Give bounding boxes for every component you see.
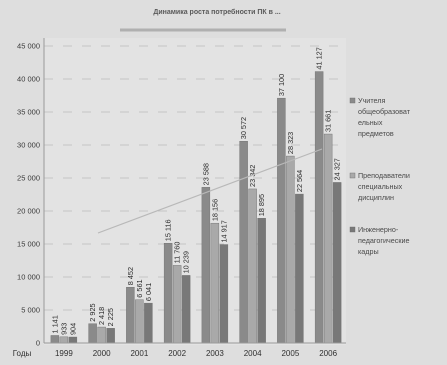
y-tick-label: 15 000 [17, 240, 40, 249]
y-tick-label: 20 000 [17, 207, 40, 216]
x-tick-label: 2000 [93, 349, 111, 358]
data-label: 11 760 [173, 242, 182, 264]
trend-line [97, 148, 323, 234]
y-tick-label: 25 000 [17, 174, 40, 183]
data-label: 31 661 [324, 110, 333, 132]
bar [314, 71, 324, 344]
legend-label: предметов [358, 129, 394, 138]
bar [239, 141, 248, 344]
x-tick-label: 1999 [55, 349, 73, 358]
data-label: 37 100 [277, 74, 286, 96]
x-tick-label: 2002 [168, 349, 186, 358]
data-label: 2 925 [88, 303, 97, 321]
bar [50, 335, 60, 344]
bar [135, 299, 144, 344]
data-label: 23 588 [201, 163, 210, 185]
chart-title: Динамика роста потребности ПК в ... [153, 8, 280, 16]
bar [323, 133, 333, 344]
bar [277, 97, 286, 344]
data-label: 904 [68, 323, 77, 335]
legend-swatch [349, 226, 356, 233]
bar [88, 323, 97, 344]
legend-label: кадры [358, 247, 379, 256]
legend-label: общеобразоват [358, 107, 411, 116]
legend-swatch [349, 97, 356, 104]
x-tick-label: 2004 [244, 349, 262, 358]
bar [144, 302, 153, 344]
bar [286, 155, 295, 344]
bar [126, 287, 135, 344]
x-tick-label: 2001 [130, 349, 148, 358]
legend-label: Преподаватели [358, 171, 410, 180]
data-label: 10 239 [182, 251, 191, 273]
y-tick-label: 5 000 [21, 306, 40, 315]
bar [106, 328, 115, 344]
data-label: 6 041 [144, 283, 153, 301]
bar [68, 336, 78, 344]
data-label: 41 127 [315, 47, 324, 69]
data-label: 22 564 [295, 170, 304, 192]
legend-label: Инженерно- [358, 225, 399, 234]
bar [295, 193, 304, 344]
bar [248, 188, 257, 344]
data-label: 15 116 [164, 219, 173, 241]
y-tick-label: 40 000 [17, 75, 40, 84]
bar [59, 336, 69, 344]
bar [163, 243, 173, 344]
data-label: 14 917 [219, 220, 228, 242]
data-label: 18 156 [210, 199, 219, 221]
legend: Учителя общеобразоват ельных предметов Препо… [349, 96, 411, 256]
bar [257, 218, 266, 344]
legend-swatch [349, 172, 356, 179]
y-tick-label: 45 000 [17, 42, 40, 51]
data-label: 23 342 [248, 165, 257, 187]
y-tick-label: 10 000 [17, 273, 40, 282]
bar [201, 187, 211, 344]
bar [210, 222, 220, 344]
bar [172, 265, 182, 344]
data-label: 933 [59, 323, 68, 335]
legend-label: специальных [358, 182, 403, 191]
data-label: 2 418 [97, 307, 106, 325]
bar [97, 326, 106, 344]
legend-label: педагогические [358, 236, 410, 245]
bar [332, 182, 342, 344]
data-label: 2 225 [106, 308, 115, 326]
data-label: 6 561 [135, 279, 144, 297]
y-tick-label: 0 [36, 339, 40, 348]
data-label: 28 323 [286, 132, 295, 154]
axes: 0 5 000 10 000 15 000 20 000 25 000 30 000 35 0… [13, 38, 346, 358]
x-tick-label: 2003 [206, 349, 224, 358]
bar [181, 275, 191, 344]
bar [219, 244, 229, 344]
data-label: 18 895 [257, 194, 266, 216]
data-label: 30 572 [239, 117, 248, 139]
legend-label: дисциплин [358, 193, 394, 202]
data-label: 1 141 [50, 315, 59, 333]
data-label: 24 327 [333, 158, 342, 180]
x-axis-title: Годы [13, 349, 32, 358]
x-tick-label: 2005 [281, 349, 299, 358]
y-tick-label: 30 000 [17, 141, 40, 150]
data-label: 8 452 [126, 267, 135, 285]
legend-label: ельных [358, 118, 383, 127]
legend-label: Учителя [358, 96, 385, 105]
bars [50, 71, 342, 344]
x-tick-label: 2006 [319, 349, 337, 358]
y-tick-label: 35 000 [17, 108, 40, 117]
